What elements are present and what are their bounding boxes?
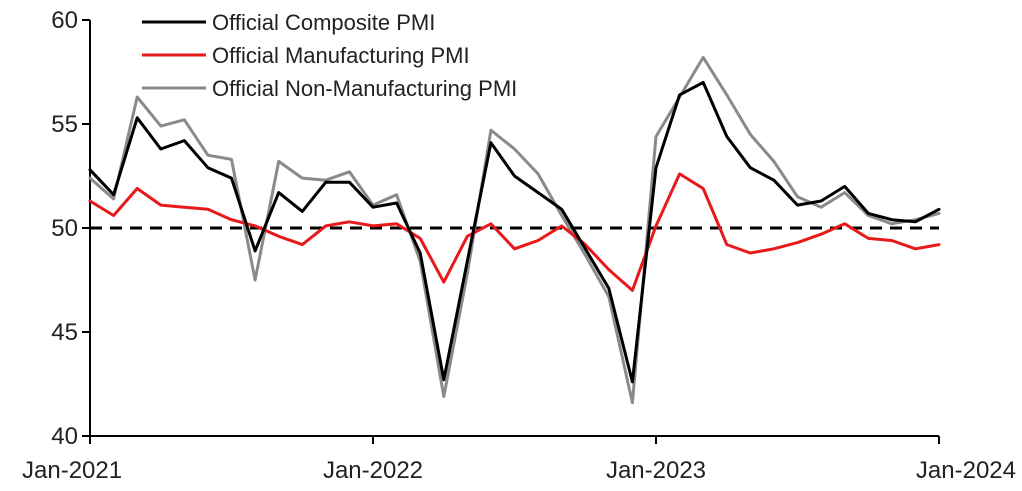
y-tick-label: 60	[51, 7, 78, 34]
legend-label: Official Non-Manufacturing PMI	[212, 76, 517, 101]
series-line-official-composite-pmi	[88, 80, 941, 384]
x-tick-label: Jan-2021	[22, 457, 122, 484]
series-line-official-manufacturing-pmi	[88, 172, 941, 292]
y-tick-label: 55	[51, 111, 78, 138]
y-tick-label: 45	[51, 319, 78, 346]
y-ticks: 40 45 50 55 60	[51, 7, 90, 450]
y-tick-label: 40	[51, 423, 78, 450]
y-tick-label: 50	[51, 215, 78, 242]
x-tick-label: Jan-2023	[606, 457, 706, 484]
x-tick-label: Jan-2022	[323, 457, 423, 484]
series-layer	[88, 55, 941, 405]
series-line-official-non-manufacturing-pmi	[88, 55, 941, 405]
legend-label: Official Composite PMI	[212, 10, 435, 35]
x-ticks: Jan-2021 Jan-2022 Jan-2023 Jan-2024	[22, 436, 1016, 484]
legend-label: Official Manufacturing PMI	[212, 43, 470, 68]
legend: Official Composite PMI Official Manufactu…	[142, 10, 517, 101]
x-tick-label: Jan-2024	[916, 457, 1016, 484]
